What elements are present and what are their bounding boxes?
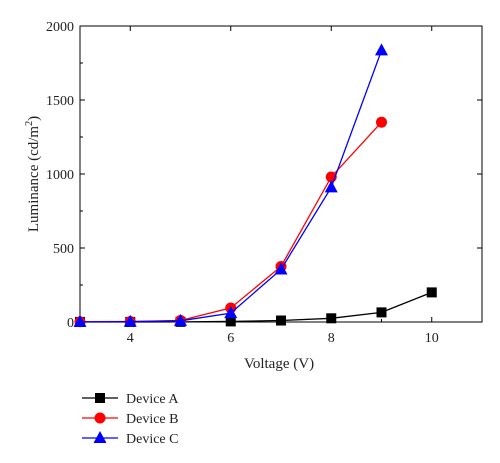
legend-marker bbox=[94, 412, 106, 424]
legend-label: Device B bbox=[126, 412, 178, 427]
series-line bbox=[79, 50, 383, 323]
x-axis-title: Voltage (V) bbox=[244, 356, 314, 372]
data-point bbox=[73, 314, 87, 327]
x-tick-label: 10 bbox=[425, 331, 439, 346]
y-tick-label: 1000 bbox=[46, 168, 74, 183]
legend-marker bbox=[93, 431, 107, 443]
y-axis-title-main: Luminance (cd/m bbox=[26, 126, 42, 233]
y-axis-title: Luminance (cd/m2) bbox=[24, 116, 42, 232]
data-point bbox=[274, 262, 288, 275]
data-point bbox=[276, 315, 286, 326]
data-point bbox=[326, 313, 337, 324]
data-point bbox=[376, 307, 387, 318]
data-point bbox=[324, 180, 338, 193]
legend: Device A Device B Device C bbox=[82, 392, 179, 447]
legend-label: Device C bbox=[126, 432, 178, 447]
data-point bbox=[376, 116, 387, 128]
data-point bbox=[375, 43, 388, 56]
y-tick-label: 0 bbox=[67, 316, 74, 331]
y-axis-title-superscript: 2 bbox=[24, 121, 35, 126]
plot-frame bbox=[79, 25, 483, 323]
legend-label: Device A bbox=[126, 392, 179, 407]
legend-item-device-b: Device B bbox=[82, 412, 178, 427]
x-tick-label: 6 bbox=[227, 331, 234, 346]
x-tick-label: 8 bbox=[328, 331, 335, 346]
y-tick-label: 1500 bbox=[46, 94, 74, 109]
x-tick-label: 4 bbox=[127, 331, 134, 346]
series-device-b bbox=[74, 116, 387, 328]
data-point bbox=[174, 313, 187, 326]
data-point bbox=[426, 287, 437, 298]
data-point bbox=[224, 306, 238, 319]
y-tick-label: 2000 bbox=[46, 20, 74, 35]
legend-item-device-a: Device A bbox=[82, 392, 179, 407]
data-point bbox=[123, 314, 137, 327]
legend-marker bbox=[95, 393, 105, 403]
y-axis-title-end: ) bbox=[26, 116, 42, 121]
series-line bbox=[79, 121, 382, 323]
legend-item-device-c: Device C bbox=[82, 431, 178, 447]
series-device-c bbox=[73, 43, 388, 327]
y-tick-label: 500 bbox=[53, 242, 74, 257]
data-point bbox=[225, 316, 236, 327]
